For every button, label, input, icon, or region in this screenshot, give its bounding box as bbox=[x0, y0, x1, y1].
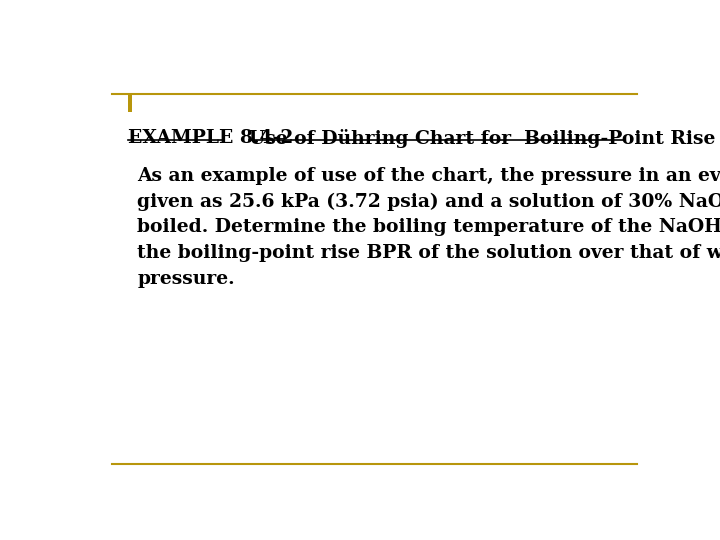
Text: Use of Dühring Chart for  Boiling-Point Rise: Use of Dühring Chart for Boiling-Point R… bbox=[249, 129, 716, 149]
Bar bbox=[128, 94, 132, 112]
Text: EXAMPLE 8.4-2: EXAMPLE 8.4-2 bbox=[128, 129, 293, 147]
Text: As an example of use of the chart, the pressure in an evaporator is
given as 25.: As an example of use of the chart, the p… bbox=[138, 167, 720, 288]
